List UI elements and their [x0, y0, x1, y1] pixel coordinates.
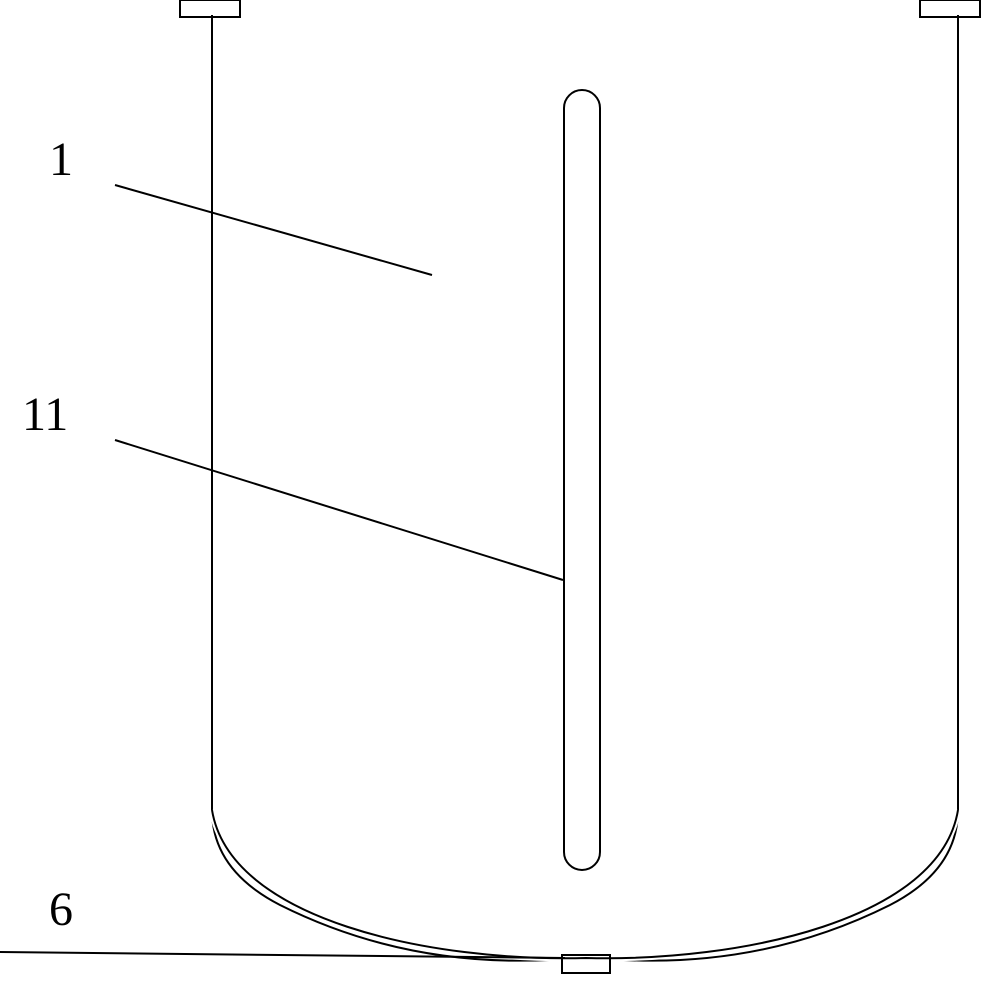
leader-11	[115, 440, 563, 580]
leader-1	[115, 185, 432, 275]
label-11: 11	[22, 388, 68, 441]
vertical-slot	[564, 90, 600, 870]
label-6: 6	[49, 883, 73, 936]
vessel-bottom-line	[212, 810, 958, 958]
label-1: 1	[49, 133, 73, 186]
vessel-bottom	[212, 810, 958, 958]
top-right-tab	[920, 0, 980, 17]
technical-diagram: 1 11 6	[0, 0, 999, 1000]
top-left-tab	[180, 0, 240, 17]
vessel-body	[212, 15, 958, 961]
